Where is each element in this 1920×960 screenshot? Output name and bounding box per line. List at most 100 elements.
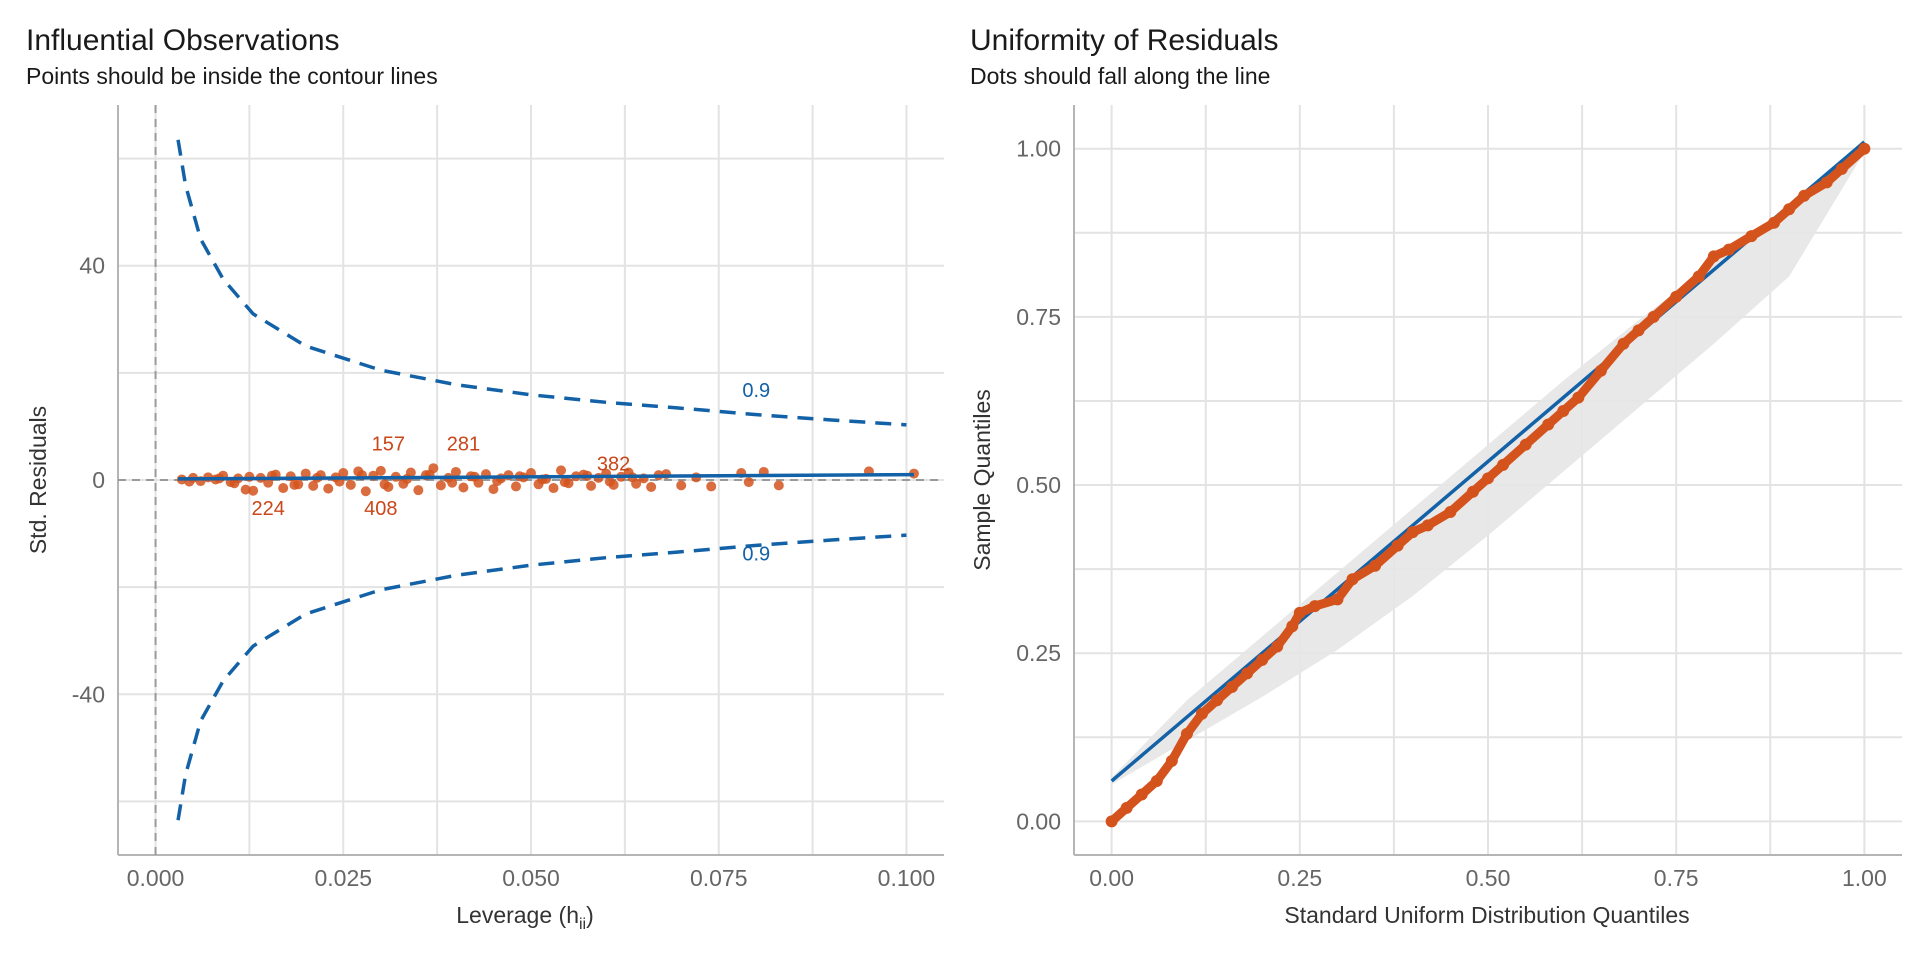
right-data-point bbox=[1226, 680, 1239, 693]
right-data-point bbox=[1135, 788, 1148, 801]
left-data-point bbox=[229, 478, 240, 489]
right-data-point bbox=[1497, 458, 1510, 471]
point-label-408: 408 bbox=[364, 498, 397, 520]
left-data-point bbox=[413, 485, 424, 496]
left-data-point bbox=[488, 484, 499, 495]
left-data-point bbox=[548, 483, 559, 494]
left-data-point bbox=[278, 483, 289, 494]
left-x-tick-label: 0.075 bbox=[690, 865, 748, 891]
left-data-point bbox=[379, 479, 390, 490]
right-data-point bbox=[1572, 391, 1585, 404]
left-data-point bbox=[556, 465, 567, 476]
right-x-tick-label: 0.50 bbox=[1466, 865, 1511, 891]
right-y-axis-label: Sample Quantiles bbox=[969, 389, 995, 571]
left-data-point bbox=[360, 486, 371, 497]
right-y-tick-label: 0.25 bbox=[1016, 640, 1061, 666]
left-x-axis-label-main: Leverage (h bbox=[456, 902, 579, 928]
right-data-point bbox=[1241, 667, 1254, 680]
right-y-tick-label: 0.75 bbox=[1016, 304, 1061, 330]
right-data-point bbox=[1271, 640, 1284, 653]
right-data-point bbox=[1120, 801, 1133, 814]
left-data-point bbox=[586, 480, 597, 491]
right-data-point bbox=[1211, 694, 1224, 707]
left-x-tick-label: 0.050 bbox=[502, 865, 560, 891]
right-data-point bbox=[1421, 519, 1434, 532]
right-data-point bbox=[1369, 559, 1382, 572]
right-data-point bbox=[1482, 472, 1494, 485]
left-data-point bbox=[646, 481, 657, 492]
right-data-point bbox=[1542, 418, 1555, 431]
right-data-point bbox=[1406, 526, 1419, 539]
right-data-point bbox=[1391, 539, 1404, 552]
right-data-point bbox=[1647, 310, 1660, 323]
left-data-point bbox=[308, 480, 319, 491]
influential-observations-panel: 157 281 382 224 408 0.9 0.9 0.000 0.025 0.050 0.07… bbox=[72, 105, 944, 891]
left-x-tick-label: 0.025 bbox=[314, 865, 372, 891]
right-data-point bbox=[1632, 324, 1645, 337]
right-data-point bbox=[1466, 485, 1479, 498]
point-label-224: 224 bbox=[251, 498, 284, 520]
left-data-point bbox=[743, 477, 754, 488]
right-data-point bbox=[1557, 405, 1570, 418]
left-y-axis-label: Std. Residuals bbox=[25, 406, 51, 554]
right-data-point bbox=[1707, 250, 1720, 263]
upper-contour-line bbox=[176, 139, 907, 427]
right-data-point bbox=[1256, 653, 1269, 666]
point-label-281: 281 bbox=[447, 434, 480, 456]
right-data-point bbox=[1519, 438, 1532, 451]
right-data-point bbox=[1308, 600, 1321, 613]
right-chart-subtitle: Dots should fall along the line bbox=[970, 63, 1270, 89]
right-data-point bbox=[1180, 727, 1193, 740]
right-data-point bbox=[1670, 290, 1683, 303]
right-x-tick-label: 0.25 bbox=[1277, 865, 1322, 891]
right-x-tick-label: 0.00 bbox=[1089, 865, 1134, 891]
left-data-point bbox=[375, 465, 386, 476]
left-data-point bbox=[447, 477, 458, 488]
left-data-point bbox=[510, 481, 521, 492]
left-chart-title: Influential Observations bbox=[26, 24, 340, 57]
lower-contour-line bbox=[176, 533, 907, 821]
right-data-point bbox=[1105, 815, 1118, 828]
contour-label-0: 0.9 bbox=[742, 380, 770, 402]
left-data-point bbox=[706, 481, 717, 492]
right-data-point bbox=[1820, 176, 1833, 189]
right-data-point bbox=[1692, 270, 1705, 283]
left-x-tick-label: 0.000 bbox=[127, 865, 185, 891]
point-label-382: 382 bbox=[597, 453, 630, 475]
right-y-tick-label: 0.00 bbox=[1016, 808, 1061, 834]
left-data-point bbox=[773, 480, 784, 491]
left-x-axis-label: Leverage (hii) bbox=[456, 902, 594, 933]
left-chart-subtitle: Points should be inside the contour line… bbox=[26, 63, 438, 89]
contour-label-1: 0.9 bbox=[742, 543, 770, 565]
left-data-point bbox=[248, 485, 259, 496]
right-y-tick-label: 0.50 bbox=[1016, 472, 1061, 498]
left-data-point bbox=[559, 477, 570, 488]
right-data-point bbox=[1165, 754, 1178, 767]
right-data-point bbox=[1150, 775, 1163, 788]
left-data-point bbox=[289, 479, 300, 490]
right-x-axis-label: Standard Uniform Distribution Quantiles bbox=[1284, 902, 1689, 928]
uniformity-panel: 0.00 0.25 0.50 0.75 1.00 0.00 0.25 0.50 0.75 1.00 bbox=[1016, 105, 1902, 891]
left-data-point bbox=[323, 483, 334, 494]
right-data-point bbox=[1331, 593, 1344, 606]
left-x-axis-label-sub: ii bbox=[579, 916, 586, 933]
left-data-point bbox=[435, 480, 446, 491]
right-data-point bbox=[1722, 243, 1735, 256]
right-data-point bbox=[1745, 230, 1758, 243]
right-data-point bbox=[1798, 189, 1811, 202]
left-x-tick-label: 0.100 bbox=[878, 865, 936, 891]
right-data-point bbox=[1195, 707, 1208, 720]
right-y-tick-label: 1.00 bbox=[1016, 136, 1061, 162]
left-y-tick-label: 40 bbox=[79, 253, 105, 279]
left-data-point bbox=[338, 468, 349, 479]
right-x-tick-label: 1.00 bbox=[1842, 865, 1887, 891]
left-data-point bbox=[458, 482, 469, 493]
left-data-point bbox=[604, 476, 615, 487]
left-y-tick-label: -40 bbox=[72, 681, 105, 707]
right-data-point bbox=[1858, 142, 1871, 155]
right-data-point bbox=[1286, 620, 1299, 633]
right-data-point bbox=[1346, 573, 1359, 586]
right-x-tick-label: 0.75 bbox=[1654, 865, 1699, 891]
left-data-point bbox=[300, 468, 311, 479]
